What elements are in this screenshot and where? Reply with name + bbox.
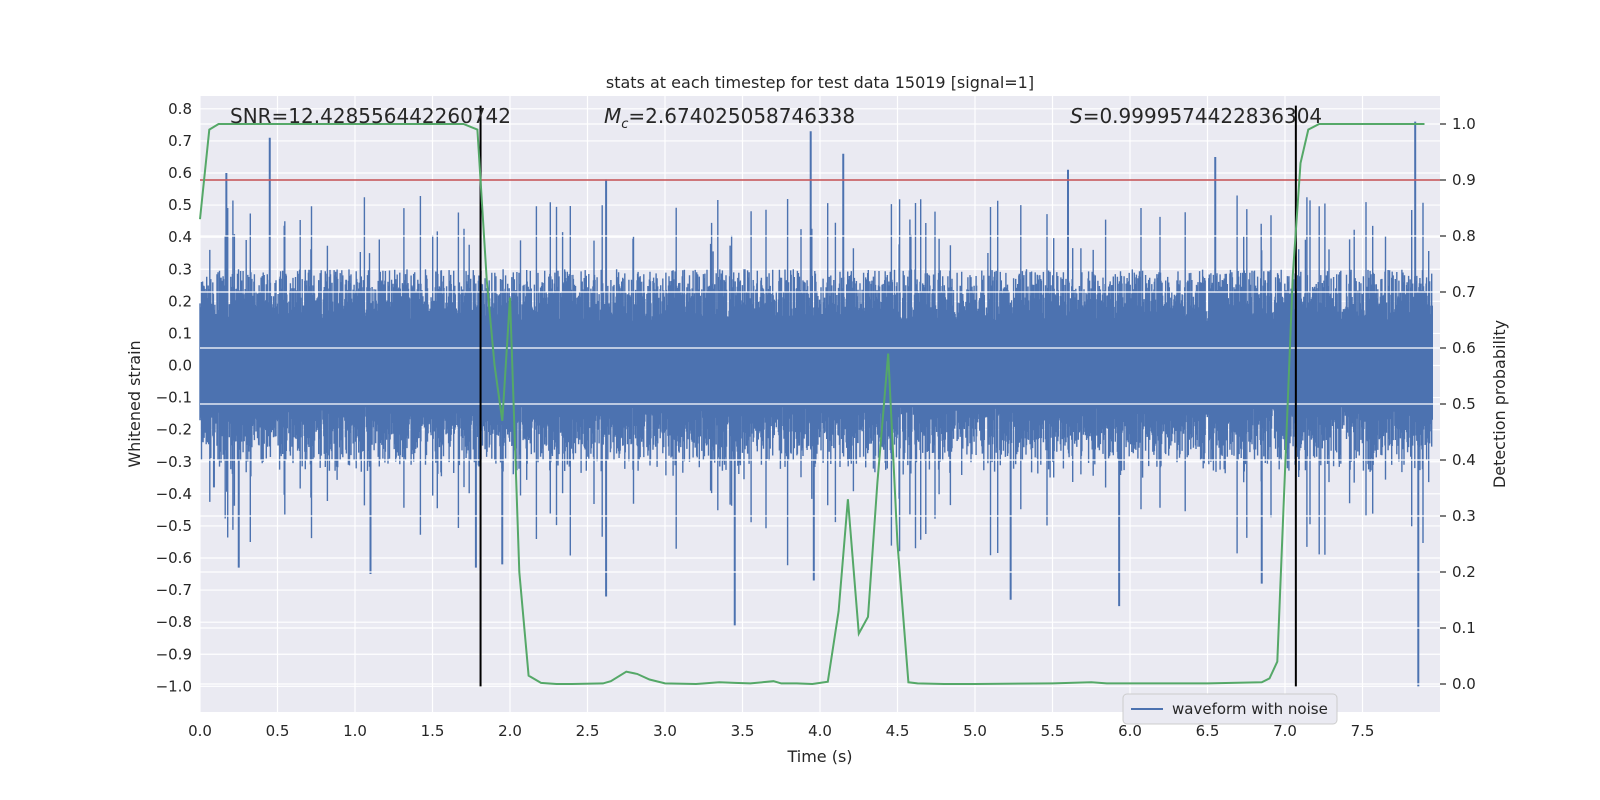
x-tick-label: 3.5 [731,722,755,740]
y-left-tick-label: −0.9 [156,645,192,663]
y-right-tick-label: 0.5 [1452,395,1476,413]
x-axis-label: Time (s) [786,747,852,766]
annotation-score-symbol: S [1070,104,1083,128]
y-left-tick-labels: 0.8 0.7 0.6 0.5 0.4 0.3 0.2 0.1 0.0 −0.1 −0.2 −0.3 −… [156,100,192,695]
y-left-tick-label: 0.2 [168,292,192,310]
annotation-chirp-mass-value: =2.674025058746338 [628,104,855,128]
y-right-tick-label: 0.8 [1452,227,1476,245]
x-tick-label: 7.5 [1351,722,1375,740]
annotation-score: S=0.9999574422836304 [1070,104,1322,128]
y-left-tick-label: −0.8 [156,613,192,631]
y-left-tick-label: 0.5 [168,196,192,214]
y-left-tick-label: 0.0 [168,357,192,375]
annotation-score-value: =0.9999574422836304 [1083,104,1322,128]
x-tick-label: 4.0 [808,722,832,740]
y-left-tick-label: −0.5 [156,517,192,535]
y-left-tick-label: 0.4 [168,228,192,246]
legend-label: waveform with noise [1172,700,1328,718]
x-tick-label: 2.5 [576,722,600,740]
y-right-tick-label: 0.2 [1452,563,1476,581]
y-left-tick-label: 0.6 [168,164,192,182]
y-right-tick-label: 0.1 [1452,619,1476,637]
chart-title: stats at each timestep for test data 150… [606,73,1034,92]
y-left-tick-label: −0.7 [156,581,192,599]
y-left-tick-label: −0.6 [156,549,192,567]
x-tick-label: 3.0 [653,722,677,740]
annotation-chirp-mass: Mc=2.674025058746338 [604,104,855,132]
y-right-tick-label: 0.3 [1452,507,1476,525]
y-right-tick-label: 0.9 [1452,171,1476,189]
annotation-chirp-mass-symbol: M [604,104,621,128]
x-tick-label: 1.5 [421,722,445,740]
annotation-chirp-mass-subscript: c [621,117,628,132]
x-tick-label: 4.5 [886,722,910,740]
x-tick-label: 5.5 [1041,722,1065,740]
y-left-tick-label: 0.8 [168,100,192,118]
y-right-axis-label: Detection probability [1490,320,1509,488]
x-tick-label: 6.5 [1196,722,1220,740]
vertical-markers [479,105,1297,687]
legend-box [1122,693,1338,725]
legend: waveform with noise [1122,693,1338,725]
x-tick-label: 6.0 [1118,722,1142,740]
y-left-tick-label: −0.3 [156,453,192,471]
x-tick-label: 2.0 [498,722,522,740]
x-tick-label: 1.0 [343,722,367,740]
annotation-snr: SNR=12.428556442260742 [230,104,511,128]
y-left-tick-label: −0.4 [156,485,192,503]
y-right-tick-label: 0.4 [1452,451,1476,469]
y-left-tick-label: −0.1 [156,389,192,407]
y-right-tick-label: 1.0 [1452,115,1476,133]
x-tick-labels: 0.0 0.5 1.0 1.5 2.0 2.5 3.0 3.5 4.0 4.5 5.0 5.5 6.0 6… [188,722,1374,740]
y-right-tick-labels: 1.0 0.9 0.8 0.7 0.6 0.5 0.4 0.3 0.2 0.1 0.0 [1440,115,1476,693]
y-right-tick-label: 0.6 [1452,339,1476,357]
y-left-tick-label: −0.2 [156,421,192,439]
x-tick-label: 0.0 [188,722,212,740]
y-left-tick-label: 0.7 [168,132,192,150]
x-tick-label: 7.0 [1273,722,1297,740]
x-tick-label: 0.5 [266,722,290,740]
y-right-tick-label: 0.7 [1452,283,1476,301]
y-left-tick-label: −1.0 [156,677,192,695]
y-left-axis-label: Whitened strain [125,340,144,467]
x-tick-label: 5.0 [963,722,987,740]
series-detection-probability-line [199,123,1425,686]
y-right-tick-label: 0.0 [1452,675,1476,693]
y-left-tick-label: 0.1 [168,324,192,342]
y-left-tick-label: 0.3 [168,260,192,278]
